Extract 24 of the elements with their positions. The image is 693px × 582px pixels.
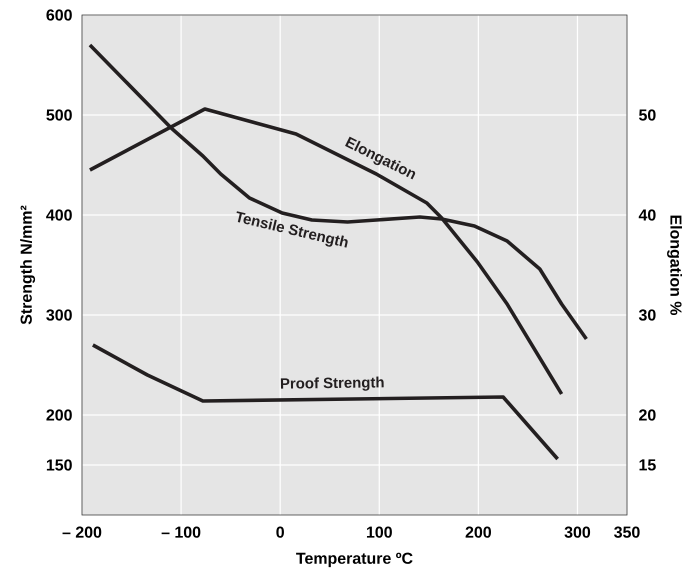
y2-tick-label: 40: [638, 209, 656, 221]
y-tick-label: 600: [46, 9, 72, 21]
x-axis-title: Temperature ºC: [296, 552, 413, 568]
y-tick-label: 150: [46, 459, 72, 471]
y-tick-label: 200: [46, 409, 72, 421]
line-series: [91, 343, 560, 461]
y2-tick-label: 30: [638, 309, 656, 321]
y2-axis-title: Elongation %: [667, 216, 682, 316]
y2-tick-label: 15: [640, 459, 656, 471]
x-tick-label: – 100: [162, 526, 200, 538]
y2-tick-label: 20: [639, 409, 656, 421]
x-tick-label: 0: [276, 526, 284, 538]
text: Tensile Strength: [236, 211, 348, 248]
x-tick-label: 350: [614, 526, 640, 538]
y-axis-title: Strength N/mm²: [20, 206, 36, 324]
x-tick-label: – 200: [62, 526, 102, 538]
y-tick-label: 500: [46, 109, 72, 121]
x-tick-label: 200: [466, 526, 491, 538]
series-label: Proof Strength: [280, 376, 384, 391]
x-tick-label: 100: [366, 526, 392, 538]
x-tick-label: 300: [564, 526, 590, 538]
y-tick-label: 400: [46, 209, 72, 221]
y-tick-label: 300: [46, 309, 72, 321]
y2-tick-label: 50: [639, 109, 656, 121]
